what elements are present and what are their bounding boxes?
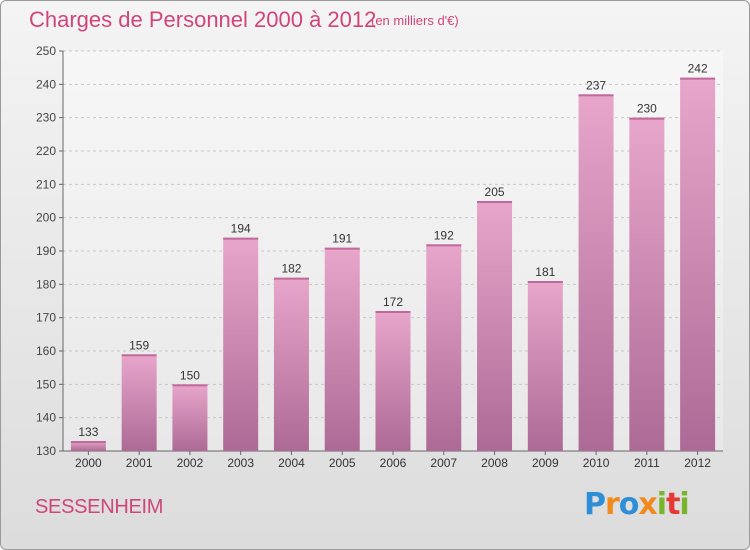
- data-label: 237: [586, 78, 606, 92]
- data-label: 191: [332, 232, 352, 246]
- x-tick-label: 2009: [532, 456, 559, 470]
- data-label: 194: [231, 222, 251, 236]
- x-tick-label: 2005: [329, 456, 356, 470]
- data-label: 192: [434, 228, 454, 242]
- bar: [172, 384, 208, 451]
- y-tick-label: 130: [36, 444, 56, 458]
- y-tick-label: 190: [36, 244, 56, 258]
- bar: [527, 281, 563, 451]
- y-tick-label: 240: [36, 77, 56, 91]
- bar-top-edge: [172, 384, 208, 387]
- bar-top-edge: [223, 237, 259, 240]
- x-tick-label: 2007: [430, 456, 457, 470]
- logo-letter: o: [618, 487, 640, 522]
- bar: [121, 354, 157, 451]
- x-tick-label: 2003: [227, 456, 254, 470]
- data-label: 242: [688, 62, 708, 76]
- data-label: 133: [78, 425, 98, 439]
- bar: [375, 311, 411, 451]
- y-tick-label: 150: [36, 377, 56, 391]
- x-tick-label: 2002: [177, 456, 204, 470]
- logo-letter: t: [666, 487, 680, 522]
- x-tick-label: 2011: [634, 456, 660, 470]
- y-tick-label: 250: [36, 44, 56, 58]
- bar-top-edge: [629, 117, 665, 120]
- y-tick-label: 160: [36, 344, 56, 358]
- y-tick-label: 210: [36, 177, 56, 191]
- y-tick-label: 230: [36, 111, 56, 125]
- y-tick-label: 220: [36, 144, 56, 158]
- city-name: SESSENHEIM: [35, 496, 164, 518]
- bar: [223, 237, 259, 451]
- bar-top-edge: [375, 311, 411, 313]
- bar-top-edge: [680, 77, 716, 80]
- x-tick-label: 2006: [380, 456, 407, 470]
- bar-top-edge: [527, 281, 563, 283]
- bar: [578, 94, 614, 451]
- bar: [680, 77, 716, 452]
- chart-unit-label: (en milliers d'€): [371, 13, 459, 28]
- bar-top-edge: [273, 277, 309, 280]
- y-tick-label: 180: [36, 277, 56, 291]
- y-tick-label: 200: [36, 211, 56, 225]
- data-label: 150: [180, 368, 200, 382]
- chart-title: Charges de Personnel 2000 à 2012: [29, 7, 377, 32]
- bar: [324, 247, 360, 451]
- bar: [273, 277, 309, 451]
- x-tick-label: 2001: [126, 456, 153, 470]
- data-label: 181: [535, 265, 555, 279]
- logo-letter: i: [656, 487, 667, 522]
- logo-letter: x: [638, 487, 657, 522]
- logo-letter: i: [679, 487, 689, 522]
- y-tick-label: 170: [36, 311, 56, 325]
- x-tick-label: 2008: [481, 456, 508, 470]
- bar-top-edge: [477, 201, 513, 203]
- bar: [477, 201, 513, 451]
- bar: [629, 117, 665, 452]
- bar-top-edge: [121, 354, 157, 357]
- x-tick-label: 2012: [684, 456, 711, 470]
- logo-letter: P: [584, 487, 606, 522]
- data-label: 182: [281, 262, 301, 276]
- proxiti-logo: Proxiti: [584, 487, 690, 522]
- bar-top-edge: [324, 247, 360, 250]
- x-tick-label: 2000: [75, 456, 102, 470]
- data-label: 172: [383, 295, 403, 309]
- bar: [426, 244, 462, 451]
- logo-letter: r: [605, 487, 620, 522]
- x-tick-label: 2004: [278, 456, 305, 470]
- bar-top-edge: [70, 441, 106, 443]
- x-tick-label: 2010: [583, 456, 610, 470]
- y-tick-label: 140: [36, 411, 56, 425]
- bar-top-edge: [426, 244, 462, 247]
- data-label: 159: [129, 338, 149, 352]
- data-label: 205: [485, 185, 505, 199]
- bar: [70, 441, 106, 451]
- data-label: 230: [637, 102, 657, 116]
- bar-top-edge: [578, 94, 614, 97]
